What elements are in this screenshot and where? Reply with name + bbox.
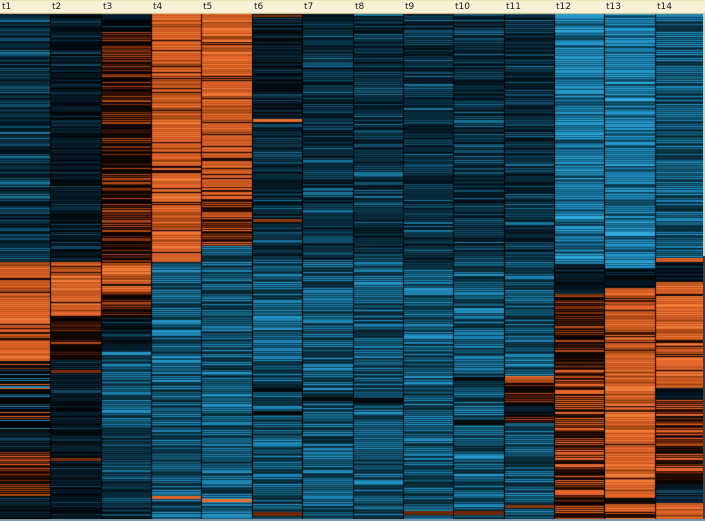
column-header-row: t1 t2 t3 t4 t5 t6 t7 t8 t9 t10 t11 t12 t13 t14 — [0, 0, 705, 14]
column-header-t5[interactable]: t5 — [203, 2, 213, 12]
column-header-t8[interactable]: t8 — [355, 2, 365, 12]
column-header-t6[interactable]: t6 — [254, 2, 264, 12]
column-header-t14[interactable]: t14 — [657, 2, 672, 12]
column-header-t2[interactable]: t2 — [52, 2, 62, 12]
vertical-scrollbar-thumb[interactable] — [703, 14, 705, 256]
column-header-t4[interactable]: t4 — [153, 2, 163, 12]
column-header-t3[interactable]: t3 — [103, 2, 113, 12]
column-header-t12[interactable]: t12 — [556, 2, 571, 12]
column-header-t11[interactable]: t11 — [506, 2, 521, 12]
vertical-scrollbar-track[interactable] — [703, 14, 705, 519]
column-header-t13[interactable]: t13 — [606, 2, 621, 12]
column-header-t1[interactable]: t1 — [2, 2, 12, 12]
bottom-edge — [0, 519, 705, 521]
column-header-t7[interactable]: t7 — [304, 2, 314, 12]
column-header-t9[interactable]: t9 — [405, 2, 415, 12]
column-header-t10[interactable]: t10 — [455, 2, 470, 12]
